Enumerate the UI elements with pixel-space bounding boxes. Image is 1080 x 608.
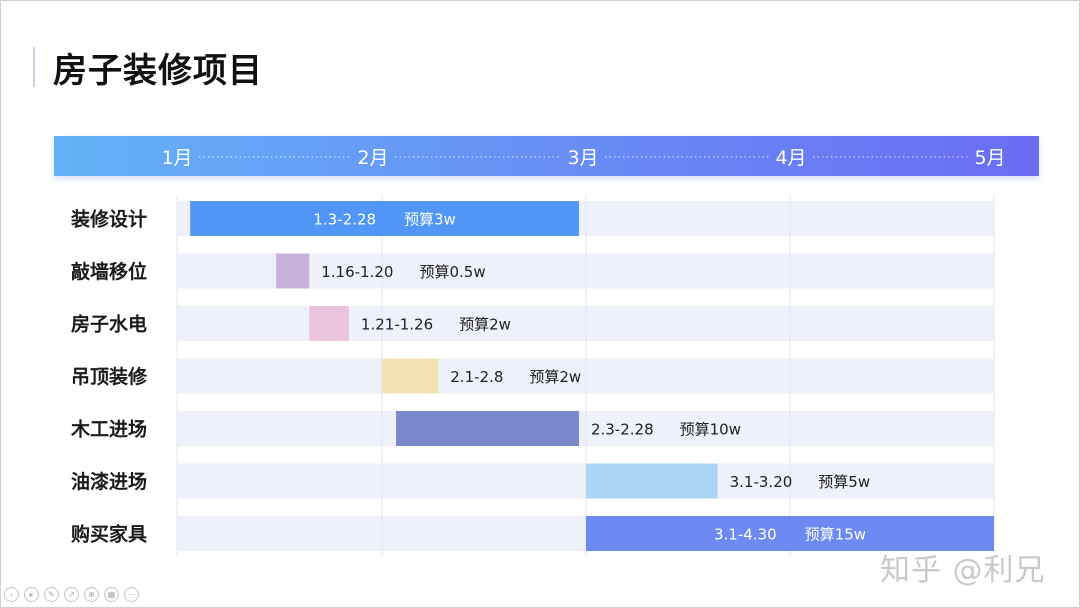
play-icon[interactable]: ▸ — [24, 587, 39, 602]
task-name: 购买家具 — [71, 523, 147, 546]
player-controls: ‹ ▸ ✎ ↗ ⊕ ▦ ⋯ — [4, 587, 139, 602]
task-name: 吊顶装修 — [71, 365, 148, 388]
task-budget-label: 预算3w — [404, 211, 456, 229]
prev-icon[interactable]: ‹ — [4, 587, 19, 602]
task-bar — [586, 516, 994, 551]
task-bar — [276, 253, 310, 289]
month-header: 1月 2月 3月 4月 5月 — [54, 136, 1039, 176]
task-date-label: 1.3-2.28 — [313, 211, 376, 229]
watermark: 知乎 @利兄 — [880, 553, 1046, 588]
pen-icon[interactable]: ✎ — [44, 587, 59, 602]
task-budget-label: 预算2w — [459, 316, 511, 334]
month-header-band — [54, 136, 1039, 176]
task-date-label: 3.1-4.30 — [714, 526, 777, 544]
task-budget-label: 预算10w — [680, 421, 741, 439]
task-name: 装修设计 — [70, 208, 147, 231]
task-date-label: 1.16-1.20 — [321, 263, 393, 281]
task-budget-label: 预算15w — [805, 526, 866, 544]
month-label: 2月 — [357, 147, 388, 169]
pointer-icon[interactable]: ↗ — [64, 587, 79, 602]
task-name: 敲墙移位 — [71, 260, 147, 283]
task-bar — [586, 463, 718, 499]
task-bars — [190, 201, 994, 551]
month-label: 3月 — [567, 147, 598, 169]
title-accent-line — [33, 47, 35, 87]
task-date-label: 2.3-2.28 — [591, 421, 654, 439]
task-budget-label: 预算2w — [529, 368, 581, 386]
task-bar — [396, 411, 579, 446]
task-date-label: 3.1-3.20 — [730, 473, 793, 491]
month-label: 5月 — [974, 147, 1005, 169]
zoom-icon[interactable]: ⊕ — [84, 587, 99, 602]
task-bar — [309, 306, 349, 341]
task-name: 木工进场 — [70, 418, 147, 441]
task-name: 油漆进场 — [71, 470, 147, 493]
month-label: 4月 — [775, 147, 806, 169]
slide-title: 房子装修项目 — [53, 51, 263, 91]
task-budget-label: 预算0.5w — [419, 263, 485, 281]
task-budget-label: 预算5w — [818, 473, 870, 491]
task-bar — [382, 358, 439, 394]
more-icon[interactable]: ⋯ — [124, 587, 139, 602]
grid-icon[interactable]: ▦ — [104, 587, 119, 602]
task-date-label: 2.1-2.8 — [450, 368, 503, 386]
task-bar — [190, 201, 579, 236]
month-label: 1月 — [161, 147, 192, 169]
task-date-label: 1.21-1.26 — [361, 316, 433, 334]
task-name: 房子水电 — [71, 313, 147, 336]
